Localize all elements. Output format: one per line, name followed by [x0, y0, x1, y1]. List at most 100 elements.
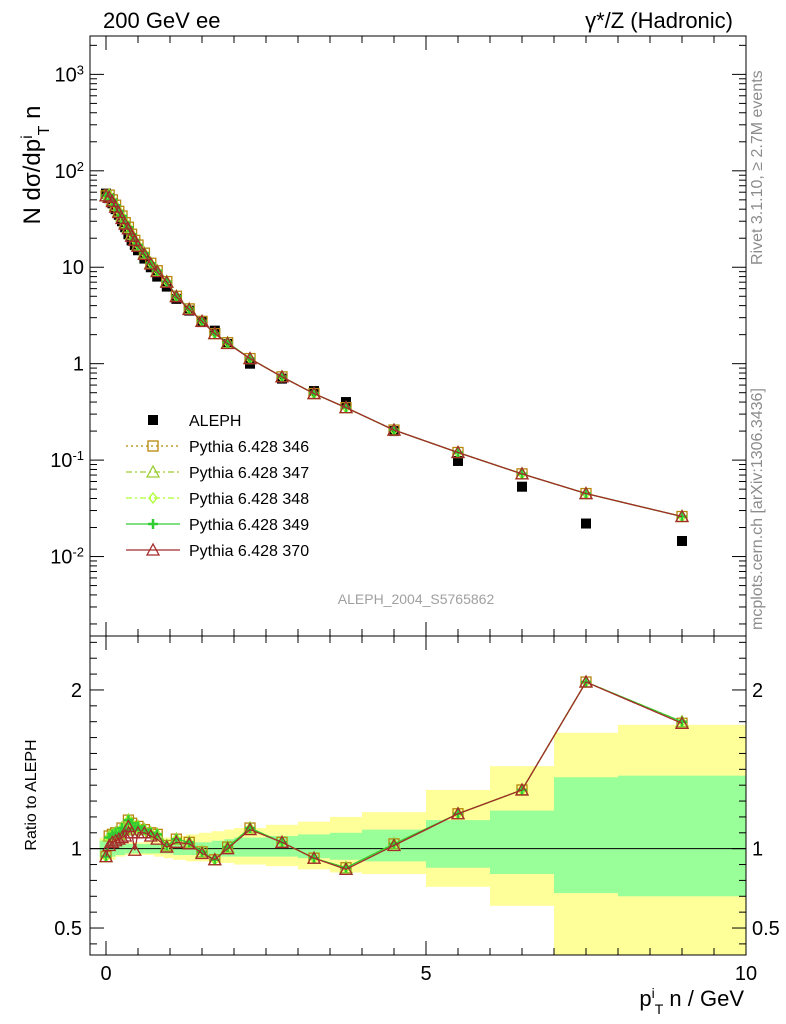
- series-5: [98, 188, 690, 523]
- data-point: [194, 313, 210, 327]
- legend: ALEPH Pythia 6.428 346 Pythia 6.428 347 Pyt…: [126, 413, 309, 560]
- ratio-point: [514, 782, 530, 796]
- green-band: [554, 777, 618, 894]
- ratio-point: [578, 674, 594, 688]
- legend-label: Pythia 6.428 349: [189, 517, 309, 534]
- ratio-point: [150, 831, 165, 845]
- header-left: 200 GeV ee: [103, 8, 220, 33]
- data-point: [159, 274, 174, 288]
- ratio-point: [207, 852, 222, 866]
- y-tick-label: 10-1: [50, 448, 84, 473]
- ratio-point: [242, 822, 258, 836]
- green-band: [490, 810, 554, 875]
- legend-marker: [145, 464, 161, 478]
- green-band: [426, 820, 490, 868]
- legend-label: Pythia 6.428 370: [189, 543, 309, 560]
- ratio-point: [182, 836, 197, 850]
- legend-entry: Pythia 6.428 347: [126, 464, 309, 482]
- ratio-point: [114, 830, 130, 844]
- legend-marker: [145, 542, 161, 556]
- x-tick-label: 10: [735, 963, 757, 985]
- legend-marker: [148, 519, 158, 529]
- data-point: [207, 326, 222, 340]
- ratio-point: [674, 715, 690, 729]
- legend-entry: Pythia 6.428 349: [126, 517, 309, 534]
- legend-marker: [147, 440, 159, 452]
- ratio-y-tick-label: 1: [71, 839, 82, 861]
- ratio-point: [102, 838, 117, 852]
- rivet-label: Rivet 3.1.10, ≥ 2.7M events: [749, 70, 766, 265]
- data-point: [137, 247, 152, 261]
- ratio-point: [386, 838, 402, 852]
- legend-label: Pythia 6.428 346: [189, 439, 309, 456]
- ratio-point: [143, 828, 158, 842]
- ratio-point: [159, 839, 174, 853]
- data-point: [169, 289, 184, 303]
- ratio-point: [105, 834, 120, 848]
- y-tick-label: 10: [62, 257, 84, 279]
- ratio-axes: 0.5 0.5 1 1 2 2 0 5 10 Ratio to ALEPH piT n / GeV: [23, 635, 780, 1017]
- data-point: [98, 188, 114, 202]
- x-axis-label: piT n / GeV: [639, 985, 744, 1017]
- ratio-point: [338, 861, 354, 875]
- header-right: γ*/Z (Hadronic): [585, 8, 733, 33]
- mcplots-label: mcplots.cern.ch [arXiv:1306.3436]: [749, 388, 766, 630]
- legend-entry: Pythia 6.428 346: [126, 439, 309, 456]
- y-tick-label: 102: [55, 158, 84, 183]
- data-point: [274, 369, 290, 383]
- ratio-point: [274, 834, 290, 848]
- ratio-point: [306, 850, 322, 864]
- x-tick-label: 0: [100, 963, 111, 985]
- green-band: [234, 837, 266, 857]
- ratio-point: [108, 833, 123, 847]
- main-series-group: [98, 187, 690, 546]
- ratio-frame: [89, 635, 747, 956]
- series-line: [105, 195, 683, 518]
- green-band: [618, 775, 746, 897]
- data-point: [517, 481, 527, 492]
- green-band: [298, 834, 330, 859]
- data-point: [182, 302, 197, 316]
- data-point: [242, 351, 258, 365]
- ratio-point: [127, 842, 142, 856]
- legend-label: Pythia 6.428 347: [189, 465, 309, 482]
- data-point: [220, 336, 235, 350]
- legend-label: ALEPH: [189, 413, 241, 430]
- ratio-series-4: [98, 674, 690, 875]
- watermark-label: ALEPH_2004_S5765862: [338, 591, 495, 607]
- data-point: [338, 400, 354, 414]
- data-point: [143, 256, 158, 270]
- main-y-axis-label: N dσ/dpiT n: [19, 106, 53, 225]
- data-point: [450, 445, 466, 459]
- y-tick-label: 103: [55, 62, 84, 87]
- data-point: [581, 518, 591, 529]
- ratio-point: [220, 841, 235, 855]
- data-point: [514, 466, 530, 480]
- data-point: [121, 221, 136, 235]
- ratio-y-tick-label-right: 1: [752, 839, 763, 861]
- legend-entry: Pythia 6.428 370: [126, 542, 309, 560]
- legend-marker: [148, 491, 158, 505]
- ratio-y-tick-label: 2: [71, 680, 82, 702]
- ratio-y-tick-label-right: 0.5: [752, 918, 780, 940]
- ratio-point: [137, 825, 152, 839]
- ratio-y-tick-label: 0.5: [54, 918, 82, 940]
- ratio-point: [111, 831, 126, 845]
- ratio-y-tick-label-right: 2: [752, 680, 763, 702]
- ratio-y-axis-label: Ratio to ALEPH: [23, 739, 40, 850]
- legend-label: Pythia 6.428 348: [189, 491, 309, 508]
- data-point: [578, 486, 594, 500]
- ratio-series-group: [90, 674, 746, 875]
- legend-marker: [148, 415, 158, 425]
- data-point: [677, 535, 687, 546]
- data-point: [130, 238, 146, 252]
- y-tick-label: 10-2: [50, 544, 84, 569]
- legend-entry: Pythia 6.428 348: [126, 491, 309, 508]
- ratio-point: [450, 806, 466, 820]
- ratio-point: [169, 834, 184, 848]
- ratio-point: [98, 849, 114, 863]
- data-point: [306, 386, 322, 400]
- ratio-uncertainty-bands: [99, 724, 746, 955]
